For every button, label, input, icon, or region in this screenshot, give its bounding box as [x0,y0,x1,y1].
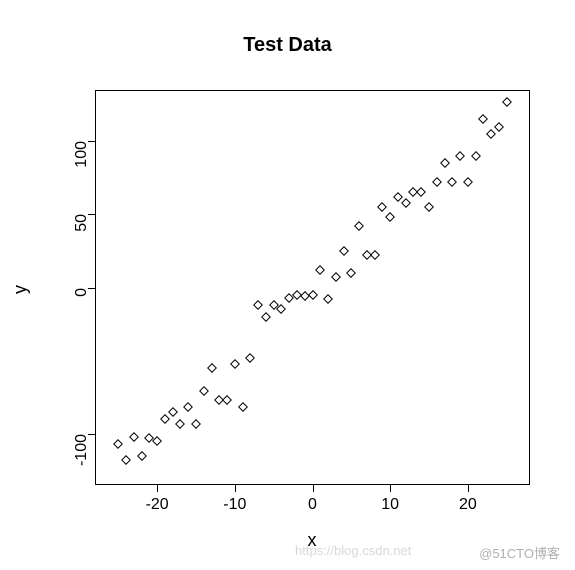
x-tick-mark [235,485,236,492]
watermark-right: @51CTO博客 [479,543,560,562]
chart-title: Test Data [0,34,575,57]
chart-container: Test Data y x -20-1001020-100050100 http… [0,0,575,570]
watermark-left: https://blog.csdn.net [295,543,411,558]
x-tick-mark [468,485,469,492]
x-tick-mark [390,485,391,492]
x-tick-label: -20 [146,496,169,514]
x-tick-label: 10 [381,496,399,514]
x-tick-label: -10 [223,496,246,514]
x-tick-mark [157,485,158,492]
y-axis-label: y [10,285,31,294]
plot-area [95,90,530,485]
x-tick-mark [313,485,314,492]
y-tick-label: 0 [73,288,91,297]
y-tick-label: 50 [73,214,91,232]
y-tick-label: 100 [73,141,91,168]
x-tick-label: 20 [459,496,477,514]
x-tick-label: 0 [308,496,317,514]
y-tick-label: -100 [73,434,91,466]
